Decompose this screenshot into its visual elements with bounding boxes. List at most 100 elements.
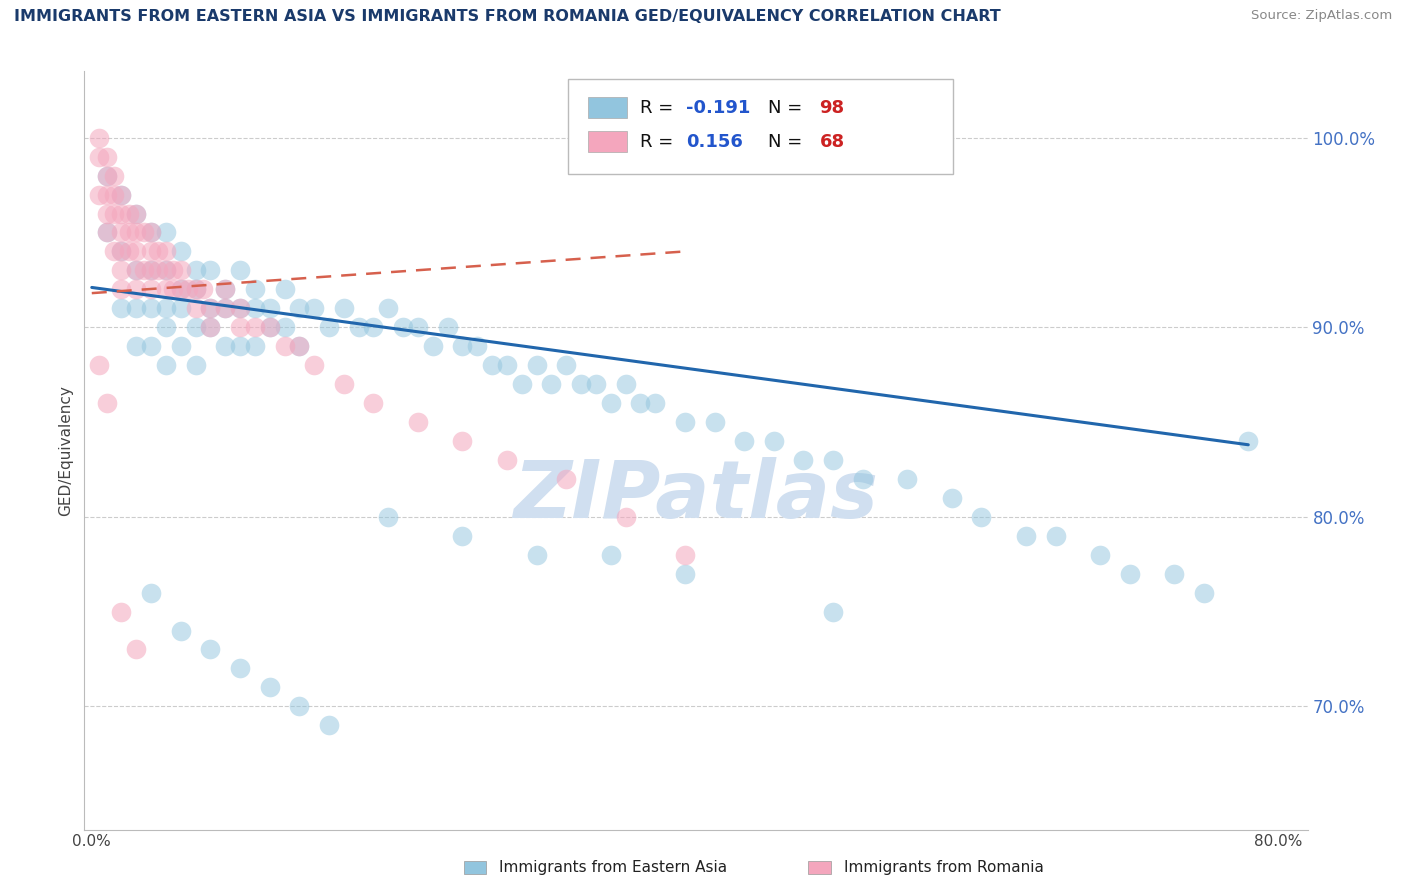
Point xyxy=(569,377,592,392)
Point xyxy=(96,226,118,240)
Point xyxy=(852,472,875,486)
Point xyxy=(110,301,132,316)
Point xyxy=(184,282,207,296)
Point xyxy=(259,301,281,316)
Point xyxy=(451,529,474,543)
FancyBboxPatch shape xyxy=(568,79,953,174)
Point xyxy=(1045,529,1067,543)
Point xyxy=(526,548,548,562)
Point xyxy=(155,244,177,259)
Point xyxy=(229,320,252,334)
Point xyxy=(673,415,696,429)
Point xyxy=(125,263,148,277)
Point xyxy=(125,244,148,259)
Point xyxy=(110,263,132,277)
Point xyxy=(125,206,148,220)
Point xyxy=(125,642,148,657)
Point xyxy=(273,320,295,334)
Point xyxy=(259,681,281,695)
Point xyxy=(125,226,148,240)
Point xyxy=(200,301,222,316)
Point xyxy=(1192,585,1215,599)
Point xyxy=(170,339,193,353)
Point xyxy=(184,358,207,372)
Point xyxy=(243,301,266,316)
Point xyxy=(481,358,503,372)
Point xyxy=(200,263,222,277)
Point xyxy=(89,150,111,164)
Point xyxy=(703,415,725,429)
Point xyxy=(214,282,236,296)
Point xyxy=(318,320,340,334)
Point xyxy=(614,377,637,392)
Point xyxy=(139,226,162,240)
Point xyxy=(363,396,385,410)
Point xyxy=(89,187,111,202)
Point xyxy=(89,358,111,372)
Point xyxy=(792,453,814,467)
Point xyxy=(970,509,993,524)
Point xyxy=(941,491,963,505)
Point xyxy=(184,301,207,316)
Point xyxy=(132,226,155,240)
Point xyxy=(118,244,141,259)
Text: R =: R = xyxy=(640,99,679,117)
Text: 98: 98 xyxy=(820,99,845,117)
Bar xyxy=(588,131,627,153)
Point xyxy=(155,226,177,240)
Point xyxy=(229,339,252,353)
Point xyxy=(170,282,193,296)
Point xyxy=(540,377,562,392)
Point xyxy=(170,263,193,277)
Point xyxy=(110,226,132,240)
Point xyxy=(170,624,193,638)
Point xyxy=(200,320,222,334)
Point xyxy=(96,169,118,183)
Point xyxy=(96,150,118,164)
Point xyxy=(302,301,325,316)
Point xyxy=(200,320,222,334)
Point xyxy=(118,226,141,240)
Point xyxy=(673,548,696,562)
Point xyxy=(132,263,155,277)
Point xyxy=(110,244,132,259)
Point xyxy=(229,661,252,675)
Point xyxy=(162,282,184,296)
Point xyxy=(139,301,162,316)
Point xyxy=(585,377,607,392)
Point xyxy=(406,415,429,429)
Point xyxy=(526,358,548,372)
Point xyxy=(170,244,193,259)
Point xyxy=(148,244,170,259)
Point xyxy=(1015,529,1038,543)
Point xyxy=(184,282,207,296)
Point xyxy=(170,282,193,296)
Point xyxy=(614,509,637,524)
Point xyxy=(110,187,132,202)
Point xyxy=(229,263,252,277)
Point xyxy=(96,169,118,183)
Point xyxy=(422,339,444,353)
Point xyxy=(229,301,252,316)
Point xyxy=(1118,566,1140,581)
Point xyxy=(496,358,519,372)
Point xyxy=(733,434,755,448)
Point xyxy=(347,320,370,334)
Text: N =: N = xyxy=(768,133,808,151)
Point xyxy=(288,301,311,316)
Point xyxy=(177,282,200,296)
Point xyxy=(673,566,696,581)
Point xyxy=(191,282,214,296)
Point xyxy=(259,320,281,334)
Point xyxy=(184,320,207,334)
Point xyxy=(110,206,132,220)
Point xyxy=(155,358,177,372)
Point xyxy=(110,244,132,259)
Text: ZIPatlas: ZIPatlas xyxy=(513,457,879,535)
Point xyxy=(333,377,356,392)
Y-axis label: GED/Equivalency: GED/Equivalency xyxy=(58,385,73,516)
Point xyxy=(139,282,162,296)
Point xyxy=(451,339,474,353)
Point xyxy=(333,301,356,316)
Point xyxy=(96,396,118,410)
